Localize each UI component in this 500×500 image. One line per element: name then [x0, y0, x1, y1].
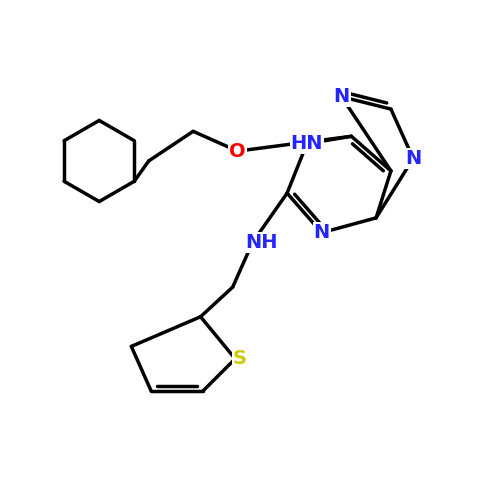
Text: S: S [233, 350, 247, 368]
Text: O: O [230, 142, 246, 161]
Text: HN: HN [290, 134, 323, 153]
Text: NH: NH [245, 233, 278, 252]
Text: N: N [334, 87, 349, 106]
Text: N: N [314, 223, 330, 242]
Text: N: N [405, 149, 421, 168]
